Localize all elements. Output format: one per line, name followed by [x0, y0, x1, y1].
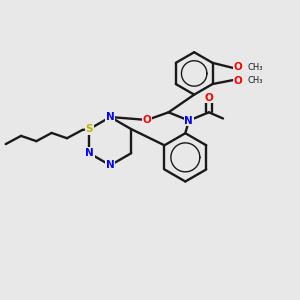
Text: O: O: [143, 115, 152, 125]
Text: N: N: [106, 112, 115, 122]
Text: S: S: [85, 124, 93, 134]
Text: N: N: [184, 116, 193, 126]
Text: CH₃: CH₃: [248, 63, 263, 72]
Text: N: N: [85, 148, 94, 158]
Text: O: O: [233, 76, 242, 85]
Text: O: O: [233, 62, 242, 72]
Text: O: O: [205, 93, 213, 103]
Text: N: N: [106, 160, 115, 170]
Text: CH₃: CH₃: [248, 76, 263, 85]
